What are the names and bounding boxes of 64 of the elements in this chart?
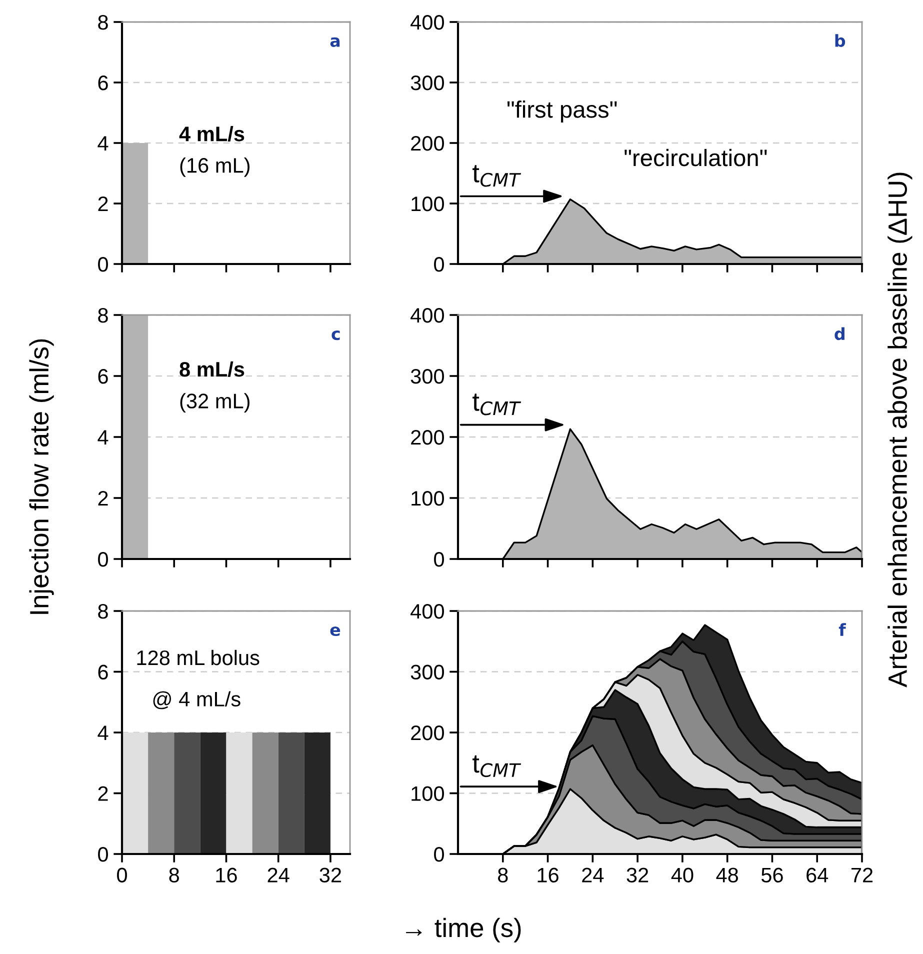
x-tick-label: 16 (538, 868, 558, 882)
annotation: "recirculation" (624, 148, 767, 166)
annotation: 4 mL/s (179, 126, 244, 142)
annotation: t$_{CMT}$ (472, 165, 522, 187)
y-tick-label: 100 (412, 491, 444, 506)
y-tick-label: 0 (434, 552, 444, 567)
x-tick-label: 40 (671, 868, 694, 882)
y-tick-label: 2 (98, 491, 108, 506)
y-tick-label: 2 (98, 196, 108, 212)
x-tick-label: 0 (117, 868, 127, 882)
y-tick-label: 2 (98, 786, 108, 801)
x-axis-title: → time (s) (406, 918, 521, 942)
y-tick-label: 300 (410, 369, 444, 384)
y-tick-label: 300 (410, 76, 444, 90)
y-tick-label: 0 (434, 257, 444, 272)
y-axis-title: Arterial enhancement above baseline (ΔHU) (888, 172, 912, 688)
text: c (332, 330, 340, 340)
x-tick-label: 16 (216, 868, 237, 882)
x-tick-label: 8 (498, 868, 508, 882)
annotation: 8 mL/s (180, 361, 244, 377)
y-tick-label: 4 (98, 726, 108, 740)
y-tick-label: 0 (98, 552, 108, 567)
y-tick-label: 400 (410, 15, 444, 30)
y-tick-label: 400 (410, 308, 444, 323)
y-tick-label: 8 (98, 604, 108, 619)
x-tick-label: 32 (320, 868, 341, 882)
y-tick-label: 6 (98, 664, 108, 680)
y-tick-label: 0 (434, 847, 444, 862)
y-tick-label: 200 (411, 430, 444, 445)
y-tick-label: 100 (412, 786, 444, 802)
text: b (835, 34, 846, 47)
annotation: 128 mL bolus (137, 650, 260, 666)
y-axis-title: Injection flow rate (ml/s) (29, 339, 54, 614)
x-tick-label: 72 (851, 868, 873, 882)
y-tick-label: 8 (98, 308, 108, 323)
y-tick-label: 8 (98, 15, 108, 30)
x-tick-label: 32 (626, 868, 648, 882)
y-tick-label: 6 (98, 369, 108, 384)
annotation: @ 4 mL/s (153, 691, 240, 710)
text: a (330, 37, 340, 47)
text: d (834, 327, 844, 340)
annotation: (16 mL) (180, 157, 250, 177)
annotation: "first pass" (507, 100, 617, 123)
annotation: t$_{CMT}$ (472, 394, 522, 416)
y-tick-label: 200 (411, 726, 444, 740)
y-tick-label: 400 (410, 604, 444, 619)
x-tick-label: 24 (268, 868, 290, 882)
y-tick-label: 300 (410, 664, 444, 680)
y-tick-label: 0 (98, 847, 108, 862)
y-tick-label: 0 (98, 257, 108, 272)
x-tick-label: 64 (806, 868, 828, 882)
y-tick-label: 4 (98, 136, 108, 151)
annotation: (32 mL) (180, 393, 250, 413)
x-tick-label: 8 (169, 868, 179, 882)
x-tick-label: 48 (716, 868, 738, 882)
y-tick-label: 200 (411, 136, 444, 151)
annotation: t$_{CMT}$ (472, 755, 522, 778)
y-tick-label: 100 (412, 196, 444, 212)
text: e (330, 626, 340, 636)
x-tick-label: 24 (582, 868, 604, 882)
y-tick-label: 6 (98, 76, 108, 90)
y-tick-label: 4 (98, 430, 108, 445)
text: f (838, 623, 846, 636)
x-tick-label: 56 (761, 868, 783, 882)
